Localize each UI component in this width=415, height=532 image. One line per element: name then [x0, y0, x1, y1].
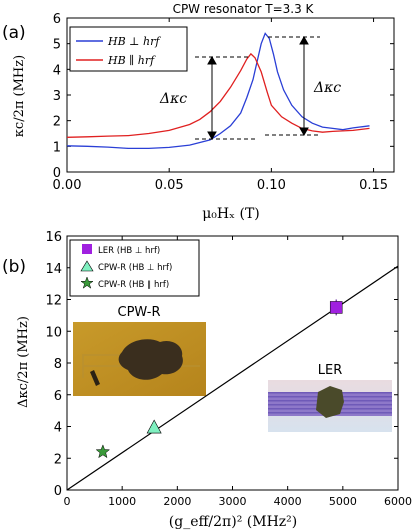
b-xtick-label: 6000 — [384, 495, 412, 508]
b-ytick-label: 4 — [54, 421, 62, 436]
series-line-perp — [66, 32, 370, 150]
legend-a-box — [69, 26, 188, 72]
cpw-r-sample — [118, 339, 183, 380]
legend-b-marker-ler — [82, 244, 92, 254]
point-cpw-perp — [146, 419, 162, 434]
legend-b-marker-cpw-parallel — [80, 276, 94, 289]
legend-b-label-cpw-parallel: CPW-R (HB ∥ hrf) — [98, 280, 169, 290]
b-ytick-label: 10 — [45, 325, 62, 340]
b-xtick-label: 4000 — [274, 495, 302, 508]
delta-kappa-label-left: Δκc — [159, 91, 187, 107]
ler-label: LER — [318, 363, 343, 378]
arrow-red-head-bottom — [207, 131, 217, 141]
legend-b-marker-cpw-perp — [80, 260, 94, 272]
b-ytick-label: 8 — [54, 357, 62, 372]
panel-a-xlabel: μ₀Hₓ (T) — [202, 206, 260, 222]
a-ytick-label: 4 — [53, 63, 61, 78]
a-xtick-label: 0.10 — [257, 178, 286, 193]
a-ytick-label: 1 — [53, 140, 61, 155]
b-xtick-label: 5000 — [329, 495, 357, 508]
panel-a-series — [66, 32, 370, 150]
b-ytick-label: 12 — [45, 294, 62, 309]
b-ytick-label: 6 — [54, 389, 62, 404]
panel-b-ylabel: Δκc/2π (MHz) — [16, 316, 31, 408]
legend-a-label-perp: HB ⊥ hrf — [107, 35, 161, 48]
panel-a-annotations — [195, 35, 320, 141]
b-ytick-label: 16 — [45, 230, 62, 245]
arrow-blue-head-bottom — [299, 127, 309, 137]
panel-a-legend: HB ⊥ hrf HB ∥ hrf — [69, 26, 188, 72]
panel-b-xlabel: (g_eff/2π)² (MHz²) — [169, 514, 297, 530]
cpw-r-inset: CPW-R — [73, 305, 206, 396]
b-xtick-label: 3000 — [219, 495, 247, 508]
a-xtick-label: 0.05 — [155, 178, 184, 193]
panel-b-points — [95, 299, 343, 459]
point-cpw-parallel — [95, 444, 111, 459]
cpw-r-sample-piece — [90, 370, 100, 386]
panel-b-legend: LER (HB ⊥ hrf) CPW-R (HB ⊥ hrf) CPW-R (H… — [69, 239, 200, 297]
legend-b-label-ler: LER (HB ⊥ hrf) — [98, 246, 160, 256]
arrow-blue-head-top — [299, 35, 309, 45]
panel-a-plot: 0.00 0.05 0.10 0.15 0 1 2 3 4 5 6 Δκc Δκc HB ⊥ hrf… — [53, 12, 395, 193]
b-xtick-label: 0 — [64, 495, 71, 508]
fit-line — [66, 265, 399, 491]
ler-inset: LER — [268, 363, 392, 432]
panel-a-title: CPW resonator T=3.3 K — [173, 2, 315, 16]
panel-a-ticks: 0.00 0.05 0.10 0.15 0 1 2 3 4 5 6 — [53, 12, 394, 193]
point-ler — [329, 301, 343, 314]
cpw-r-label: CPW-R — [118, 305, 161, 320]
panel-b-plot: 0 1000 2000 3000 4000 5000 6000 0 2 4 6 8 10 12 14 16 C… — [45, 230, 412, 508]
a-ytick-label: 3 — [53, 89, 61, 104]
panel-b-label: (b) — [2, 257, 26, 277]
a-xtick-label: 0.15 — [359, 178, 388, 193]
panel-b-ticks: 0 1000 2000 3000 4000 5000 6000 0 2 4 6 8 10 12 14 16 — [45, 230, 412, 508]
b-ytick-label: 0 — [54, 484, 62, 499]
a-ytick-label: 2 — [53, 115, 61, 130]
a-ytick-label: 5 — [53, 38, 61, 53]
a-xtick-label: 0.00 — [53, 178, 82, 193]
delta-kappa-label-right: Δκc — [313, 80, 341, 96]
b-ytick-label: 14 — [45, 262, 62, 277]
b-xtick-label: 2000 — [163, 495, 191, 508]
a-ytick-label: 0 — [53, 166, 61, 181]
panel-a-ylabel: κc/2π (MHz) — [12, 55, 27, 137]
series-line-parallel — [66, 52, 370, 138]
legend-a-label-parallel: HB ∥ hrf — [107, 54, 156, 67]
ler-sample — [316, 386, 344, 418]
panel-a-label: (a) — [2, 23, 26, 43]
arrow-red-head-top — [207, 55, 217, 65]
b-xtick-label: 1000 — [108, 495, 136, 508]
a-ytick-label: 6 — [53, 12, 61, 27]
b-ytick-label: 2 — [54, 452, 62, 467]
legend-b-label-cpw-perp: CPW-R (HB ⊥ hrf) — [98, 263, 172, 273]
